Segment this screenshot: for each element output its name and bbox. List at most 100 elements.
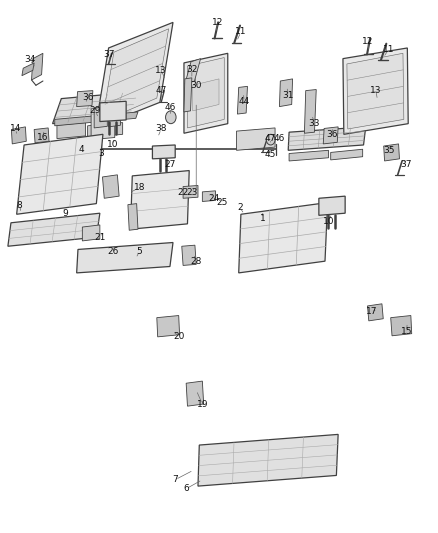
Polygon shape [53,92,138,124]
Text: 25: 25 [217,198,228,207]
Polygon shape [91,107,115,140]
Polygon shape [202,191,215,201]
Text: 7: 7 [172,475,178,484]
Text: 3: 3 [99,149,105,158]
Polygon shape [187,58,224,128]
Text: 26: 26 [107,247,119,256]
Polygon shape [128,204,138,230]
Text: 46: 46 [274,134,285,143]
Text: 19: 19 [197,400,208,408]
Polygon shape [239,203,328,273]
Text: 20: 20 [173,333,184,341]
Text: 13: 13 [155,66,167,75]
Polygon shape [289,150,328,161]
Polygon shape [183,185,198,198]
Text: 12: 12 [212,18,224,27]
Text: 21: 21 [94,233,106,241]
Text: 1: 1 [260,214,266,223]
Circle shape [166,111,176,124]
Polygon shape [77,243,173,273]
Polygon shape [237,86,247,114]
Text: 9: 9 [62,209,68,217]
Polygon shape [32,53,43,80]
Text: 11: 11 [235,28,247,36]
Polygon shape [331,149,363,160]
Polygon shape [384,144,399,161]
Text: 27: 27 [164,160,176,168]
Polygon shape [55,112,138,126]
Text: 37: 37 [401,160,412,168]
Text: 38: 38 [155,125,167,133]
Text: 47: 47 [265,134,276,143]
Text: 4: 4 [78,145,84,154]
Polygon shape [279,79,293,107]
Text: 31: 31 [283,92,294,100]
Polygon shape [100,101,126,122]
Polygon shape [319,196,345,215]
Text: 36: 36 [326,130,338,139]
Polygon shape [182,245,196,265]
Polygon shape [391,316,412,336]
Text: 24: 24 [208,194,219,203]
Text: 10: 10 [323,217,334,225]
Polygon shape [17,134,103,214]
Polygon shape [184,78,192,112]
Text: 37: 37 [103,50,114,59]
Text: 36: 36 [82,93,93,101]
Text: 23: 23 [186,189,198,197]
Text: 14: 14 [10,125,21,133]
Text: 16: 16 [37,133,49,142]
Polygon shape [102,175,119,198]
Polygon shape [11,127,26,144]
Text: 12: 12 [362,37,374,46]
Polygon shape [102,29,169,122]
Text: 5: 5 [136,247,142,256]
Polygon shape [157,316,180,337]
Circle shape [266,134,275,145]
Polygon shape [185,59,201,84]
Text: 15: 15 [401,327,412,336]
Text: 32: 32 [186,65,198,74]
Polygon shape [34,128,49,143]
Polygon shape [198,434,338,486]
Polygon shape [184,53,228,133]
Polygon shape [193,79,219,111]
Text: 28: 28 [191,257,202,265]
Text: 44: 44 [239,97,250,106]
Text: 47: 47 [155,86,167,95]
Polygon shape [186,381,204,406]
Text: 11: 11 [383,45,395,53]
Text: 13: 13 [370,86,381,95]
Polygon shape [82,225,100,241]
Polygon shape [77,91,93,107]
Text: 18: 18 [134,183,145,192]
Polygon shape [288,127,366,150]
Text: 2: 2 [237,204,243,212]
Text: 29: 29 [90,107,101,115]
Polygon shape [343,48,408,134]
Polygon shape [367,304,383,321]
Polygon shape [347,53,404,129]
Text: 30: 30 [191,81,202,90]
Polygon shape [304,90,316,133]
Polygon shape [8,213,100,246]
Polygon shape [94,107,107,128]
Text: 8: 8 [17,201,23,209]
Text: 34: 34 [24,55,35,64]
Polygon shape [57,123,85,139]
Text: 33: 33 [309,119,320,128]
Text: 35: 35 [383,146,395,155]
Text: 6: 6 [183,484,189,493]
Polygon shape [323,127,338,144]
Polygon shape [131,171,189,229]
Text: 45: 45 [265,150,276,159]
Polygon shape [22,63,34,76]
Text: 17: 17 [366,308,377,316]
Polygon shape [109,104,120,127]
Polygon shape [95,22,173,128]
Text: 46: 46 [164,103,176,112]
Polygon shape [237,128,275,150]
Text: 22: 22 [177,189,189,197]
Polygon shape [152,145,175,159]
Text: 10: 10 [107,141,119,149]
